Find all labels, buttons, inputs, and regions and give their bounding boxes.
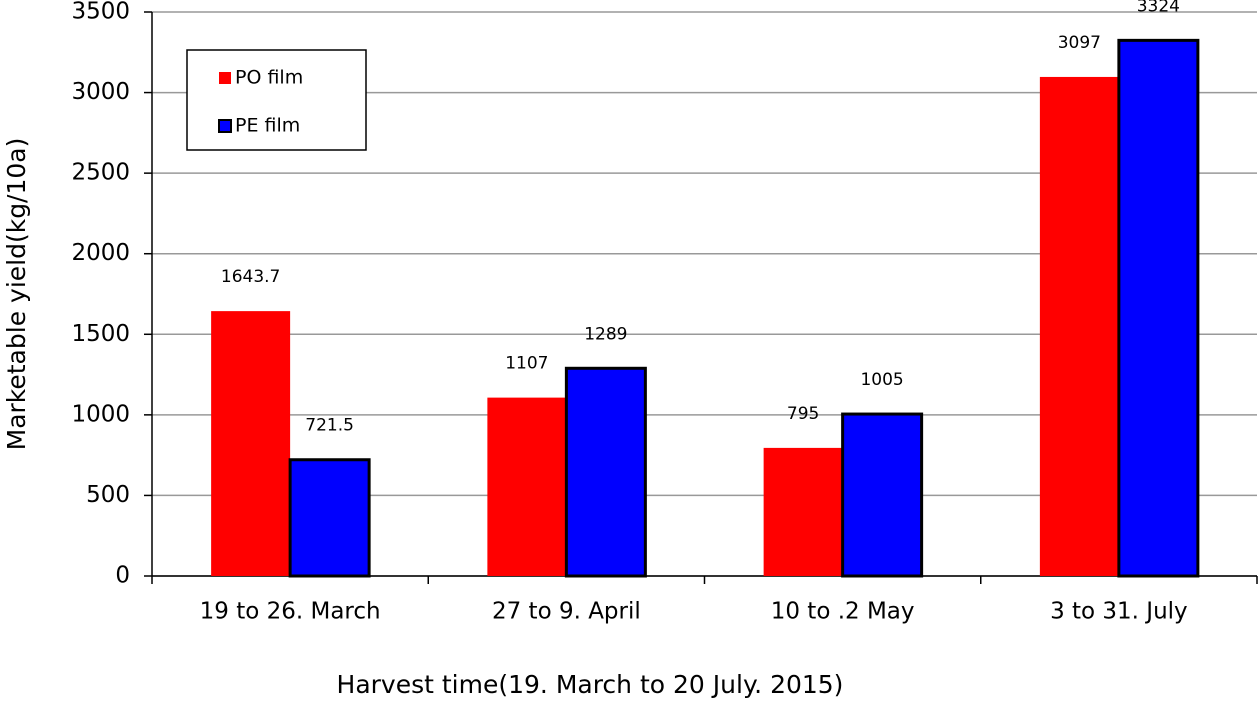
y-tick-label: 1000 [71, 401, 130, 427]
x-tick-label: 3 to 31. July [1050, 599, 1188, 625]
bar [288, 458, 371, 578]
value-label: 1643.7 [221, 267, 280, 287]
value-label: 1107 [505, 354, 548, 374]
value-label: 1289 [584, 324, 627, 344]
x-tick-label: 10 to .2 May [771, 599, 915, 625]
bar [1117, 38, 1200, 578]
y-tick-label: 3500 [71, 0, 130, 25]
value-label: 3097 [1058, 33, 1101, 53]
legend-swatch [219, 72, 231, 84]
y-tick-label: 2000 [71, 240, 130, 266]
value-label: 1005 [860, 370, 903, 390]
y-tick-label: 0 [115, 563, 130, 589]
bar [211, 311, 291, 576]
bar [841, 412, 924, 578]
y-tick-label: 2500 [71, 160, 130, 186]
x-tick-label: 27 to 9. April [492, 599, 641, 625]
y-axis-title: Marketable yield(kg/10a) [2, 138, 31, 451]
legend-swatch [218, 119, 232, 133]
value-label: 795 [787, 404, 819, 424]
legend-label: PE film [235, 115, 300, 137]
bar [487, 397, 567, 576]
bar [564, 366, 647, 578]
x-tick-label: 19 to 26. March [200, 599, 381, 625]
y-tick-label: 1500 [71, 321, 130, 347]
y-tick-label: 500 [86, 482, 130, 508]
x-axis-title: Harvest time(19. March to 20 July. 2015) [337, 670, 844, 699]
y-tick-label: 3000 [71, 79, 130, 105]
value-label: 721.5 [305, 416, 354, 436]
legend-box [186, 49, 367, 151]
bar [763, 447, 843, 576]
bar [1039, 76, 1119, 576]
value-label: 3324 [1137, 0, 1180, 16]
legend-label: PO film [235, 67, 303, 89]
